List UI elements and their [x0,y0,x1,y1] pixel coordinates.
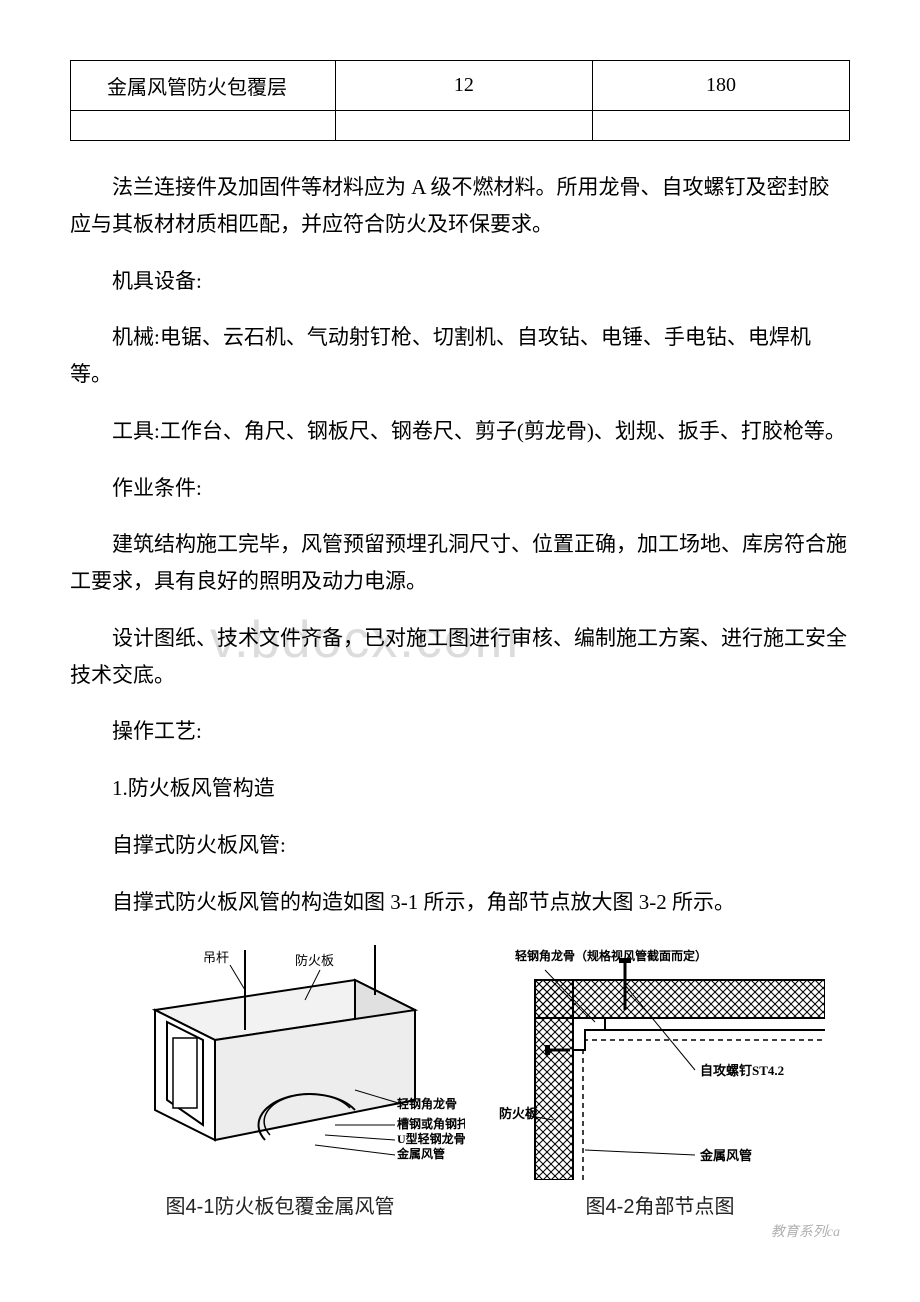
paragraph: 操作工艺: [70,713,850,750]
paragraph: 作业条件: [70,470,850,507]
table-cell: 180 [592,61,849,111]
paragraph: 设计图纸、技术文件齐备，已对施工图进行审核、编制施工方案、进行施工安全技术交底。 [70,620,850,694]
fig2-label-duct: 金属风管 [699,1148,752,1163]
fig2-label-fireboard: 防火板 [499,1106,539,1121]
figure-1-svg: 吊杆 防火板 轻钢角龙骨 槽钢或角钢托架 U型轻钢龙骨 金属风管 [95,940,465,1180]
figure-2-svg: 轻钢角龙骨（规格视风管截面而定） 自攻螺钉ST4.2 防火板 金属风管 [495,940,825,1180]
paragraph: 建筑结构施工完毕，风管预留预埋孔洞尺寸、位置正确，加工场地、库房符合施工要求，具… [70,526,850,600]
fig1-label-keel: 轻钢角龙骨 [397,1096,457,1111]
fig1-label-ukeel: U型轻钢龙骨 [397,1131,465,1146]
fig1-label-support: 槽钢或角钢托架 [397,1116,465,1131]
paragraph: 1.防火板风管构造 [70,770,850,807]
table-cell [335,111,592,141]
table-cell: 12 [335,61,592,111]
spec-table: 金属风管防火包覆层 12 180 [70,60,850,141]
figure-1-caption: 图4-1防火板包覆金属风管 [166,1190,395,1219]
paragraph: 机具设备: [70,263,850,300]
table-row [71,111,850,141]
paragraph: 工具:工作台、角尺、钢板尺、钢卷尺、剪子(剪龙骨)、划规、扳手、打胶枪等。 [70,413,850,450]
figure-2: 轻钢角龙骨（规格视风管截面而定） 自攻螺钉ST4.2 防火板 金属风管 图4-2… [495,940,825,1219]
page-content: 金属风管防火包覆层 12 180 法兰连接件及加固件等材料应为 A 级不燃材料。… [70,60,850,1219]
table-cell [71,111,336,141]
table-cell [592,111,849,141]
fig2-label-keel: 轻钢角龙骨（规格视风管截面而定） [515,948,707,963]
fig2-label-screw: 自攻螺钉ST4.2 [700,1063,784,1078]
paragraph: 自撑式防火板风管的构造如图 3-1 所示，角部节点放大图 3-2 所示。 [70,884,850,921]
paragraph: 机械:电锯、云石机、气动射钉枪、切割机、自攻钻、电锤、手电钻、电焊机等。 [70,319,850,393]
table-row: 金属风管防火包覆层 12 180 [71,61,850,111]
paragraph: 法兰连接件及加固件等材料应为 A 级不燃材料。所用龙骨、自攻螺钉及密封胶应与其板… [70,169,850,243]
paragraph: 自撑式防火板风管: [70,827,850,864]
footer-stamp: 教育系列ca [771,1221,840,1241]
fig1-label-fireboard: 防火板 [295,953,334,968]
fig1-label-hanger: 吊杆 [203,950,229,965]
fig1-label-duct: 金属风管 [396,1146,445,1161]
figure-2-caption: 图4-2角部节点图 [586,1190,735,1219]
document-page: v.bdocx.com 金属风管防火包覆层 12 180 法兰连接件及加固件等材… [0,0,920,1259]
figure-1: 吊杆 防火板 轻钢角龙骨 槽钢或角钢托架 U型轻钢龙骨 金属风管 图4-1防火板… [95,940,465,1219]
table-cell: 金属风管防火包覆层 [71,61,336,111]
figures-row: 吊杆 防火板 轻钢角龙骨 槽钢或角钢托架 U型轻钢龙骨 金属风管 图4-1防火板… [70,940,850,1219]
